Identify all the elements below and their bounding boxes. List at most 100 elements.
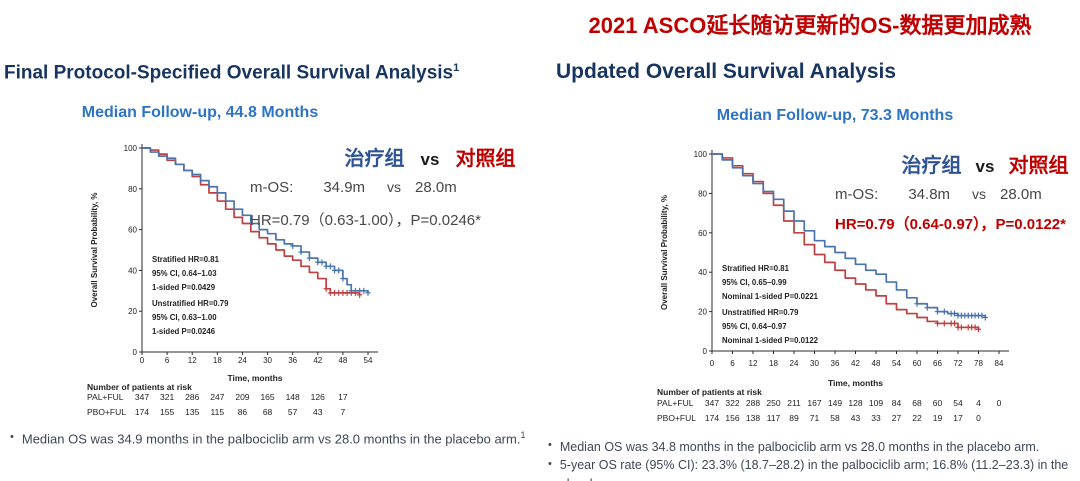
annotation-line: Nominal 1-sided P=0.0122 bbox=[722, 336, 819, 345]
at-risk-value: 149 bbox=[828, 398, 842, 408]
at-risk-row-label: PBO+FUL bbox=[657, 413, 696, 423]
x-tick-label: 48 bbox=[872, 359, 881, 368]
x-tick-label: 42 bbox=[851, 359, 860, 368]
footnote-bullet: Median OS was 34.9 months in the palboci… bbox=[10, 429, 526, 449]
at-risk-value: 7 bbox=[341, 407, 346, 417]
at-risk-row-label: PAL+FUL bbox=[657, 398, 694, 408]
at-risk-caption: Number of patients at risk bbox=[87, 382, 192, 392]
y-tick-label: 20 bbox=[698, 308, 707, 317]
annotation-line: 1-sided P=0.0429 bbox=[152, 283, 216, 292]
at-risk-value: 209 bbox=[235, 392, 249, 402]
x-tick-label: 6 bbox=[165, 356, 170, 365]
x-tick-label: 36 bbox=[288, 356, 297, 365]
annotation-line: 95% CI, 0.64–0.97 bbox=[722, 322, 787, 331]
at-risk-value: 19 bbox=[933, 413, 943, 423]
x-tick-label: 24 bbox=[790, 359, 799, 368]
mos-control-value: 28.0m bbox=[415, 179, 457, 196]
x-tick-label: 24 bbox=[238, 356, 247, 365]
median-followup-final: Median Follow-up, 44.8 Months bbox=[81, 104, 319, 121]
at-risk-value: 138 bbox=[746, 413, 760, 423]
annotation-line: Nominal 1-sided P=0.0221 bbox=[722, 292, 819, 301]
at-risk-value: 347 bbox=[705, 398, 719, 408]
mos-label: m-OS: bbox=[250, 179, 294, 196]
x-tick-label: 66 bbox=[933, 359, 942, 368]
y-tick-label: 20 bbox=[128, 307, 137, 316]
x-tick-label: 6 bbox=[730, 359, 735, 368]
at-risk-value: 71 bbox=[810, 413, 820, 423]
at-risk-value: 174 bbox=[705, 413, 719, 423]
at-risk-value: 148 bbox=[286, 392, 300, 402]
at-risk-row-label: PBO+FUL bbox=[87, 407, 126, 417]
x-tick-label: 72 bbox=[954, 359, 963, 368]
y-tick-label: 80 bbox=[128, 185, 137, 194]
at-risk-value: 0 bbox=[997, 398, 1002, 408]
footnote-bullet: Median OS was 34.8 months in the palboci… bbox=[548, 437, 1080, 456]
annotation-line: Unstratified HR=0.79 bbox=[152, 299, 229, 308]
km-curve-pal-ful bbox=[712, 153, 988, 321]
control-group-label: 对照组 bbox=[455, 148, 516, 170]
at-risk-value: 27 bbox=[892, 413, 902, 423]
mos-label: m-OS: bbox=[835, 186, 879, 203]
x-tick-label: 0 bbox=[140, 356, 145, 365]
at-risk-value: 286 bbox=[185, 392, 199, 402]
at-risk-value: 174 bbox=[135, 407, 149, 417]
y-tick-label: 100 bbox=[694, 150, 708, 159]
x-axis-label: Time, months bbox=[227, 373, 282, 383]
page-title-updated-text: Updated Overall Survival Analysis bbox=[556, 60, 897, 83]
x-tick-label: 0 bbox=[710, 359, 715, 368]
at-risk-value: 250 bbox=[766, 398, 780, 408]
x-tick-label: 42 bbox=[313, 356, 322, 365]
at-risk-value: 167 bbox=[807, 398, 821, 408]
vs-label: vs bbox=[420, 150, 440, 169]
footnote-bullet: 5-year OS rate (95% CI): 23.3% (18.7–28.… bbox=[548, 456, 1080, 481]
x-tick-label: 60 bbox=[913, 359, 922, 368]
at-risk-value: 17 bbox=[338, 392, 348, 402]
at-risk-value: 109 bbox=[869, 398, 883, 408]
hazard-ratio-line-updated: HR=0.79（0.64-0.97），P=0.0122* bbox=[835, 216, 1066, 233]
y-axis-label: Overall Survival Probability, % bbox=[660, 195, 669, 310]
at-risk-value: 84 bbox=[892, 398, 902, 408]
at-risk-value: 211 bbox=[787, 398, 801, 408]
median-os-row-final: m-OS: 34.9m vs 28.0m bbox=[250, 179, 457, 196]
at-risk-value: 22 bbox=[912, 413, 922, 423]
x-tick-label: 36 bbox=[831, 359, 840, 368]
footnote-text: Median OS was 34.9 months in the palboci… bbox=[21, 431, 521, 447]
annotation-line: 95% CI, 0.65–0.99 bbox=[722, 278, 787, 287]
at-risk-value: 43 bbox=[313, 407, 323, 417]
y-tick-label: 60 bbox=[698, 229, 707, 238]
hr-annotations: Stratified HR=0.81 95% CI, 0.64–1.03 1-sid… bbox=[152, 255, 229, 336]
y-axis-label: Overall Survival Probability, % bbox=[90, 192, 99, 307]
annotation-line: 95% CI, 0.63–1.00 bbox=[152, 313, 217, 322]
x-tick-label: 18 bbox=[213, 356, 222, 365]
footnote-text: Median OS was 34.8 months in the palboci… bbox=[559, 440, 1040, 455]
page-title-updated: Updated Overall Survival Analysis bbox=[556, 60, 896, 84]
at-risk-value: 347 bbox=[135, 392, 149, 402]
comparison-header-updated: 治疗组 vs 对照组 bbox=[890, 149, 1080, 178]
at-risk-value: 54 bbox=[953, 398, 963, 408]
x-tick-label: 30 bbox=[810, 359, 819, 368]
treatment-group-label: 治疗组 bbox=[901, 155, 962, 177]
at-risk-value: 43 bbox=[851, 413, 861, 423]
comparison-header-final: 治疗组 vs 对照组 bbox=[325, 142, 535, 171]
y-tick-label: 60 bbox=[128, 226, 137, 235]
annotation-line: 1-sided P=0.0246 bbox=[152, 327, 216, 336]
mos-vs-label: vs bbox=[387, 179, 402, 195]
hazard-ratio-line-final: HR=0.79（0.63-1.00），P=0.0246* bbox=[250, 212, 481, 229]
at-risk-value: 288 bbox=[746, 398, 760, 408]
y-tick-label: 100 bbox=[124, 144, 138, 153]
x-tick-label: 48 bbox=[338, 356, 347, 365]
at-risk-caption: Number of patients at risk bbox=[657, 387, 762, 397]
annotation-line: Unstratified HR=0.79 bbox=[722, 308, 799, 317]
treatment-group-label: 治疗组 bbox=[344, 148, 405, 170]
annotation-line: 95% CI, 0.64–1.03 bbox=[152, 269, 217, 278]
axes: 0 20 40 60 80 100 0 6 12 18 24 30 36 42 48 54 60 66 72 78 84 bbox=[694, 150, 1009, 368]
x-tick-label: 84 bbox=[995, 359, 1004, 368]
at-risk-value: 117 bbox=[767, 413, 781, 423]
footnotes-final: Median OS was 34.9 months in the palboci… bbox=[10, 429, 526, 449]
x-tick-label: 78 bbox=[974, 359, 983, 368]
at-risk-value: 68 bbox=[912, 398, 922, 408]
page-title-final-text: Final Protocol-Specified Overall Surviva… bbox=[4, 62, 454, 84]
